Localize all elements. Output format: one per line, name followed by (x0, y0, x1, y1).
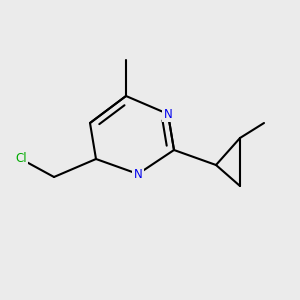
Text: N: N (134, 167, 142, 181)
Text: Cl: Cl (15, 152, 27, 166)
Text: N: N (164, 107, 172, 121)
